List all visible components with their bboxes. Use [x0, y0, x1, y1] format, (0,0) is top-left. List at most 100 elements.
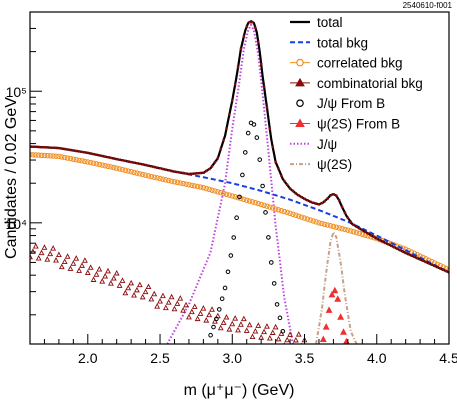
data-point — [281, 208, 287, 215]
data-point — [167, 169, 170, 172]
data-point — [103, 155, 107, 158]
series-line-jpsi — [166, 22, 294, 344]
data-point — [170, 169, 173, 173]
data-point — [53, 257, 59, 263]
data-point — [209, 187, 215, 193]
data-point — [398, 248, 402, 252]
data-point — [141, 163, 144, 166]
legend-label: correlated bkg — [317, 56, 403, 71]
data-point — [319, 335, 327, 342]
data-point — [157, 298, 163, 304]
data-point — [150, 165, 153, 168]
data-point — [148, 295, 155, 302]
data-point — [243, 327, 250, 333]
data-point — [232, 315, 239, 321]
data-point — [416, 256, 419, 260]
data-point — [254, 135, 260, 140]
data-point — [183, 301, 189, 308]
series-jpsi — [166, 22, 294, 344]
data-point — [129, 160, 133, 164]
data-point — [38, 152, 45, 158]
data-point — [356, 230, 363, 237]
data-point — [298, 214, 305, 220]
data-point — [246, 198, 253, 204]
data-point — [266, 235, 271, 240]
data-point — [200, 305, 207, 311]
data-point — [162, 304, 169, 311]
data-point — [217, 324, 224, 331]
data-point — [327, 223, 334, 229]
data-point — [57, 146, 61, 150]
data-point — [118, 158, 121, 161]
data-point — [324, 222, 331, 228]
data-point — [275, 335, 282, 342]
data-point — [163, 177, 169, 183]
data-point — [194, 315, 201, 322]
data-point — [216, 156, 220, 160]
data-point — [209, 306, 215, 312]
data-point — [67, 155, 74, 162]
data-point — [258, 201, 264, 208]
legend-entry-psi2s: ψ(2S) — [290, 157, 352, 172]
data-point — [274, 160, 277, 164]
data-point — [316, 220, 322, 226]
data-point — [58, 263, 65, 270]
x-axis-title: m (μ⁺μ⁻) (GeV) — [184, 382, 295, 399]
data-point — [199, 171, 202, 175]
data-point — [124, 159, 127, 163]
data-point — [43, 146, 46, 149]
data-point — [366, 232, 370, 235]
data-point — [139, 171, 146, 178]
data-point — [240, 172, 245, 178]
data-point — [326, 197, 329, 200]
data-point — [59, 154, 65, 160]
data-point — [132, 161, 136, 164]
data-point — [108, 280, 114, 286]
data-point — [122, 289, 129, 296]
data-point — [30, 151, 33, 158]
data-point — [144, 163, 147, 167]
data-point — [142, 288, 149, 295]
data-point — [151, 174, 157, 180]
data-point — [153, 165, 156, 169]
data-point — [82, 158, 88, 165]
data-point — [134, 170, 140, 176]
data-point — [151, 290, 158, 297]
data-point — [345, 227, 351, 233]
data-point — [116, 166, 123, 172]
data-point — [93, 161, 100, 167]
x-tick-label: 3.0 — [223, 350, 243, 366]
data-point — [267, 204, 273, 210]
data-point — [47, 153, 53, 159]
data-point — [81, 257, 88, 263]
data-point — [381, 240, 384, 243]
data-point — [34, 145, 37, 149]
data-point — [340, 328, 347, 335]
data-point — [359, 231, 366, 238]
data-point — [266, 334, 273, 341]
data-point — [293, 212, 299, 218]
data-point — [212, 318, 218, 324]
data-point — [444, 269, 448, 273]
legend-label: ψ(2S) — [317, 157, 352, 172]
data-point — [222, 138, 225, 142]
legend-label: J/ψ From B — [317, 96, 385, 111]
data-point — [203, 185, 209, 192]
data-point — [228, 113, 231, 116]
data-point — [49, 146, 52, 149]
data-point — [290, 211, 296, 218]
data-point — [242, 35, 246, 38]
data-point — [284, 336, 291, 343]
data-point — [155, 166, 159, 169]
data-point — [413, 255, 416, 259]
data-point — [268, 127, 272, 131]
data-point — [334, 295, 342, 302]
data-point — [139, 293, 146, 300]
data-point — [340, 205, 344, 209]
data-point — [260, 183, 265, 189]
data-point — [128, 279, 135, 286]
data-point — [188, 308, 195, 315]
data-point — [223, 191, 230, 198]
data-point — [361, 228, 364, 232]
data-point — [154, 303, 161, 309]
